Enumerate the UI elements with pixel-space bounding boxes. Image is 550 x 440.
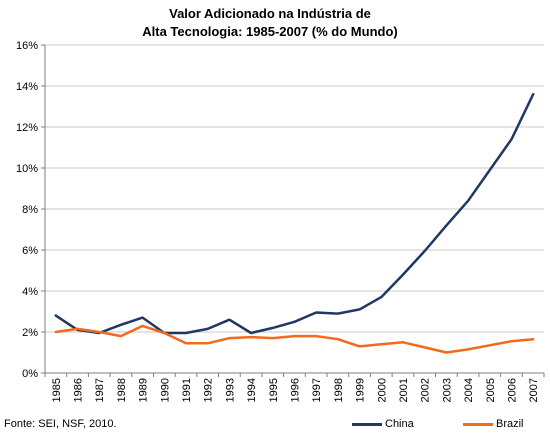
y-tick-label-12: 12% bbox=[16, 122, 38, 134]
series-line-china bbox=[54, 92, 535, 335]
legend-item-china: China bbox=[352, 418, 414, 430]
y-tick-label-2: 2% bbox=[22, 327, 38, 339]
x-tick-label-1988: 1988 bbox=[116, 378, 128, 402]
x-tick-label-1987: 1987 bbox=[94, 378, 106, 402]
x-tick-label-1997: 1997 bbox=[311, 378, 323, 402]
chart-title-line-1: Valor Adicionado na Indústria de bbox=[169, 6, 371, 21]
x-tick-label-1991: 1991 bbox=[181, 378, 193, 402]
x-tick-label-2000: 2000 bbox=[376, 378, 388, 402]
x-tick-label-1994: 1994 bbox=[246, 378, 258, 402]
x-tick-label-2004: 2004 bbox=[463, 378, 475, 402]
legend-label-brazil: Brazil bbox=[496, 418, 524, 430]
y-tick-label-4: 4% bbox=[22, 286, 38, 298]
x-tick-label-1986: 1986 bbox=[73, 378, 85, 402]
x-tick-label-1996: 1996 bbox=[290, 378, 302, 402]
y-tick-label-0: 0% bbox=[22, 368, 38, 380]
legend-label-china: China bbox=[385, 418, 414, 430]
x-tick-label-1995: 1995 bbox=[268, 378, 280, 402]
x-tick-label-1990: 1990 bbox=[159, 378, 171, 402]
x-tick-label-2007: 2007 bbox=[528, 378, 540, 402]
legend-swatch-brazil bbox=[463, 422, 493, 426]
y-tick-label-10: 10% bbox=[16, 163, 38, 175]
legend-swatch-china bbox=[352, 422, 382, 426]
series-line-brazil bbox=[54, 324, 535, 354]
x-tick-label-2003: 2003 bbox=[441, 378, 453, 402]
source-note: Fonte: SEI, NSF, 2010. bbox=[4, 418, 117, 430]
legend-item-brazil: Brazil bbox=[463, 418, 524, 430]
x-tick-label-1985: 1985 bbox=[51, 378, 63, 402]
y-tick-label-16: 16% bbox=[16, 40, 38, 52]
y-tick-label-8: 8% bbox=[22, 204, 38, 216]
x-tick-label-2001: 2001 bbox=[398, 378, 410, 402]
x-tick-label-1998: 1998 bbox=[333, 378, 345, 402]
x-tick-label-1992: 1992 bbox=[203, 378, 215, 402]
x-tick-label-1989: 1989 bbox=[138, 378, 150, 402]
x-tick-label-1993: 1993 bbox=[224, 378, 236, 402]
x-tick-label-2006: 2006 bbox=[506, 378, 518, 402]
x-tick-label-2005: 2005 bbox=[485, 378, 497, 402]
y-tick-label-14: 14% bbox=[16, 81, 38, 93]
x-tick-label-1999: 1999 bbox=[355, 378, 367, 402]
chart-title: Valor Adicionado na Indústria de Alta Te… bbox=[0, 5, 540, 41]
chart-title-line-2: Alta Tecnologia: 1985-2007 (% do Mundo) bbox=[142, 24, 398, 39]
y-tick-label-6: 6% bbox=[22, 245, 38, 257]
x-tick-label-2002: 2002 bbox=[420, 378, 432, 402]
